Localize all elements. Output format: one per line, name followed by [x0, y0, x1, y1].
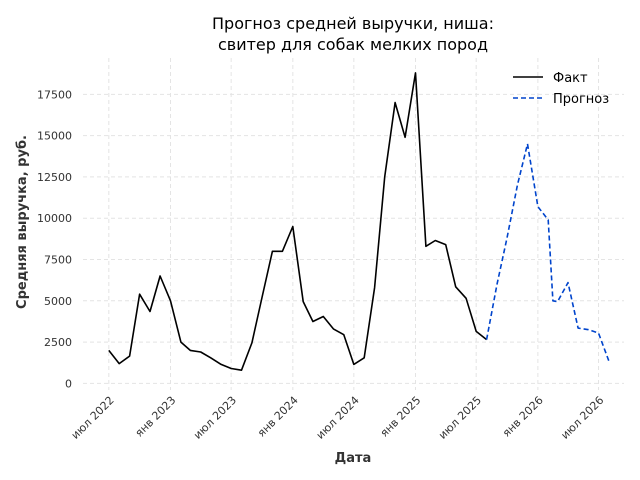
x-tick-label: янв 2026: [500, 394, 546, 440]
y-tick-label: 2500: [44, 336, 72, 349]
x-tick-label: июл 2022: [69, 394, 117, 442]
y-tick-label: 7500: [44, 254, 72, 267]
y-tick-label: 12500: [37, 171, 72, 184]
legend-label-forecast: Прогноз: [553, 92, 609, 107]
y-tick-label: 5000: [44, 295, 72, 308]
y-tick-label: 15000: [37, 130, 72, 143]
x-tick-label: янв 2025: [378, 394, 424, 440]
y-tick-label: 0: [65, 377, 72, 390]
series-line-forecast: [485, 143, 610, 362]
x-axis-label: Дата: [335, 451, 372, 466]
x-tick-label: июл 2023: [191, 394, 239, 442]
grid: [83, 58, 624, 390]
x-tick-label: июл 2024: [314, 394, 362, 442]
legend: Факт Прогноз: [513, 71, 609, 107]
y-tick-label: 17500: [37, 88, 72, 101]
y-tick-label: 10000: [37, 212, 72, 225]
chart-title-line-1: Прогноз средней выручки, ниша:: [212, 14, 494, 33]
y-axis-ticks: 0 2500 5000 7500 10000 12500 15000 17500: [37, 88, 72, 390]
series-lines: [108, 72, 610, 372]
y-axis-label: Средняя выручка, руб.: [15, 135, 30, 309]
x-axis-ticks: июл 2022 янв 2023 июл 2023 янв 2024 июл 2024…: [69, 394, 607, 442]
x-tick-label: янв 2024: [255, 394, 301, 440]
series-line-fact: [108, 72, 488, 372]
x-tick-label: янв 2023: [133, 394, 179, 440]
chart-title-line-2: свитер для собак мелких пород: [218, 35, 488, 54]
x-tick-label: июл 2025: [436, 394, 484, 442]
x-tick-label: июл 2026: [558, 394, 606, 442]
legend-label-fact: Факт: [553, 71, 588, 86]
